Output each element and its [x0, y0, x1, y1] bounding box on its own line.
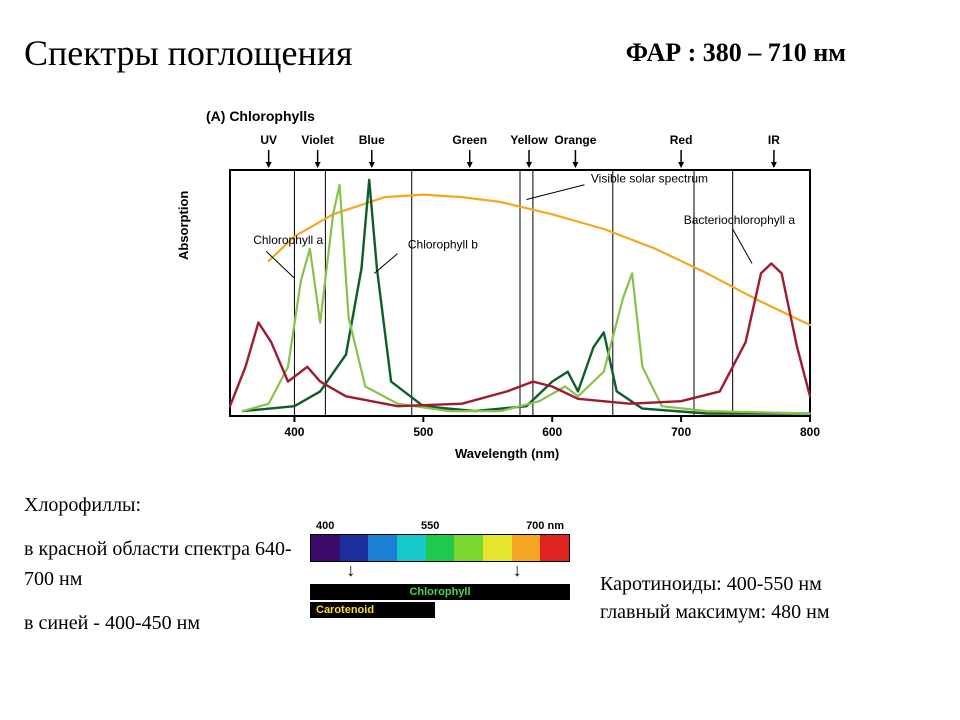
- spectrum-arrow-icon: ↓: [346, 560, 355, 581]
- chl-red-range: в красной области спектра 640-700 нм: [24, 534, 304, 594]
- svg-text:Violet: Violet: [301, 133, 333, 147]
- svg-text:Green: Green: [452, 133, 487, 147]
- y-axis-label: Absorption: [176, 191, 191, 260]
- spectrum-segment: [540, 535, 569, 561]
- svg-text:800: 800: [800, 425, 820, 439]
- spectrum-segment: [483, 535, 512, 561]
- chlorophyll-notes: Хлорофиллы: в красной области спектра 64…: [24, 490, 304, 652]
- chl-heading: Хлорофиллы:: [24, 490, 304, 520]
- svg-text:Red: Red: [670, 133, 693, 147]
- spectrum-segment: [340, 535, 369, 561]
- spectrum-tick-row: 400 550 700 nm: [316, 520, 564, 532]
- x-axis-label: Wavelength (nm): [455, 446, 559, 461]
- caro-max: главный максимум: 480 нм: [600, 598, 940, 626]
- svg-text:Orange: Orange: [554, 133, 596, 147]
- caro-range: Каротиноиды: 400-550 нм: [600, 570, 940, 598]
- page-title: Спектры поглощения: [24, 32, 353, 74]
- absorption-chart: UV Violet Blue Green Yellow Orange Red IR 400 500…: [200, 128, 820, 448]
- carotenoid-bar-label: Carotenoid: [316, 604, 374, 616]
- spectrum-tick-2: 700 nm: [526, 520, 564, 532]
- spectrum-segment: [426, 535, 455, 561]
- spectrum-segment: [397, 535, 426, 561]
- svg-text:Chlorophyll b: Chlorophyll b: [408, 238, 478, 252]
- carotenoid-notes: Каротиноиды: 400-550 нм главный максимум…: [600, 570, 940, 626]
- par-range-label: ФАР : 380 – 710 нм: [626, 38, 846, 68]
- spectrum-tick-1: 550: [421, 520, 439, 532]
- svg-text:Visible solar spectrum: Visible solar spectrum: [591, 171, 708, 185]
- chlorophyll-bar: Chlorophyll: [310, 584, 570, 600]
- spectrum-color-bar: [310, 534, 570, 562]
- chart-svg: UV Violet Blue Green Yellow Orange Red IR 400 500…: [200, 128, 820, 448]
- carotenoid-bar: Carotenoid: [310, 602, 435, 618]
- spectrum-arrow-icon: ↓: [513, 560, 522, 581]
- svg-text:700: 700: [671, 425, 691, 439]
- header-row: Спектры поглощения ФАР : 380 – 710 нм: [24, 32, 936, 74]
- svg-text:UV: UV: [260, 133, 277, 147]
- svg-text:Yellow: Yellow: [510, 133, 548, 147]
- spectrum-tick-0: 400: [316, 520, 334, 532]
- spectrum-segment: [512, 535, 541, 561]
- spectrum-arrow-row: ↓↓: [310, 562, 570, 582]
- chl-blue-range: в синей - 400-450 нм: [24, 608, 304, 638]
- svg-text:400: 400: [284, 425, 304, 439]
- svg-text:600: 600: [542, 425, 562, 439]
- svg-text:500: 500: [413, 425, 433, 439]
- svg-text:Bacteriochlorophyll a: Bacteriochlorophyll a: [684, 213, 796, 227]
- spectrum-segment: [368, 535, 397, 561]
- svg-text:IR: IR: [768, 133, 780, 147]
- panel-a-label: (A) Chlorophylls: [206, 108, 315, 124]
- visible-spectrum-strip: 400 550 700 nm ↓↓ Chlorophyll Carotenoid: [310, 520, 570, 618]
- spectrum-segment: [311, 535, 340, 561]
- spectrum-segment: [454, 535, 483, 561]
- svg-text:Blue: Blue: [359, 133, 385, 147]
- chlorophyll-bar-label: Chlorophyll: [409, 586, 470, 598]
- svg-text:Chlorophyll a: Chlorophyll a: [253, 233, 323, 247]
